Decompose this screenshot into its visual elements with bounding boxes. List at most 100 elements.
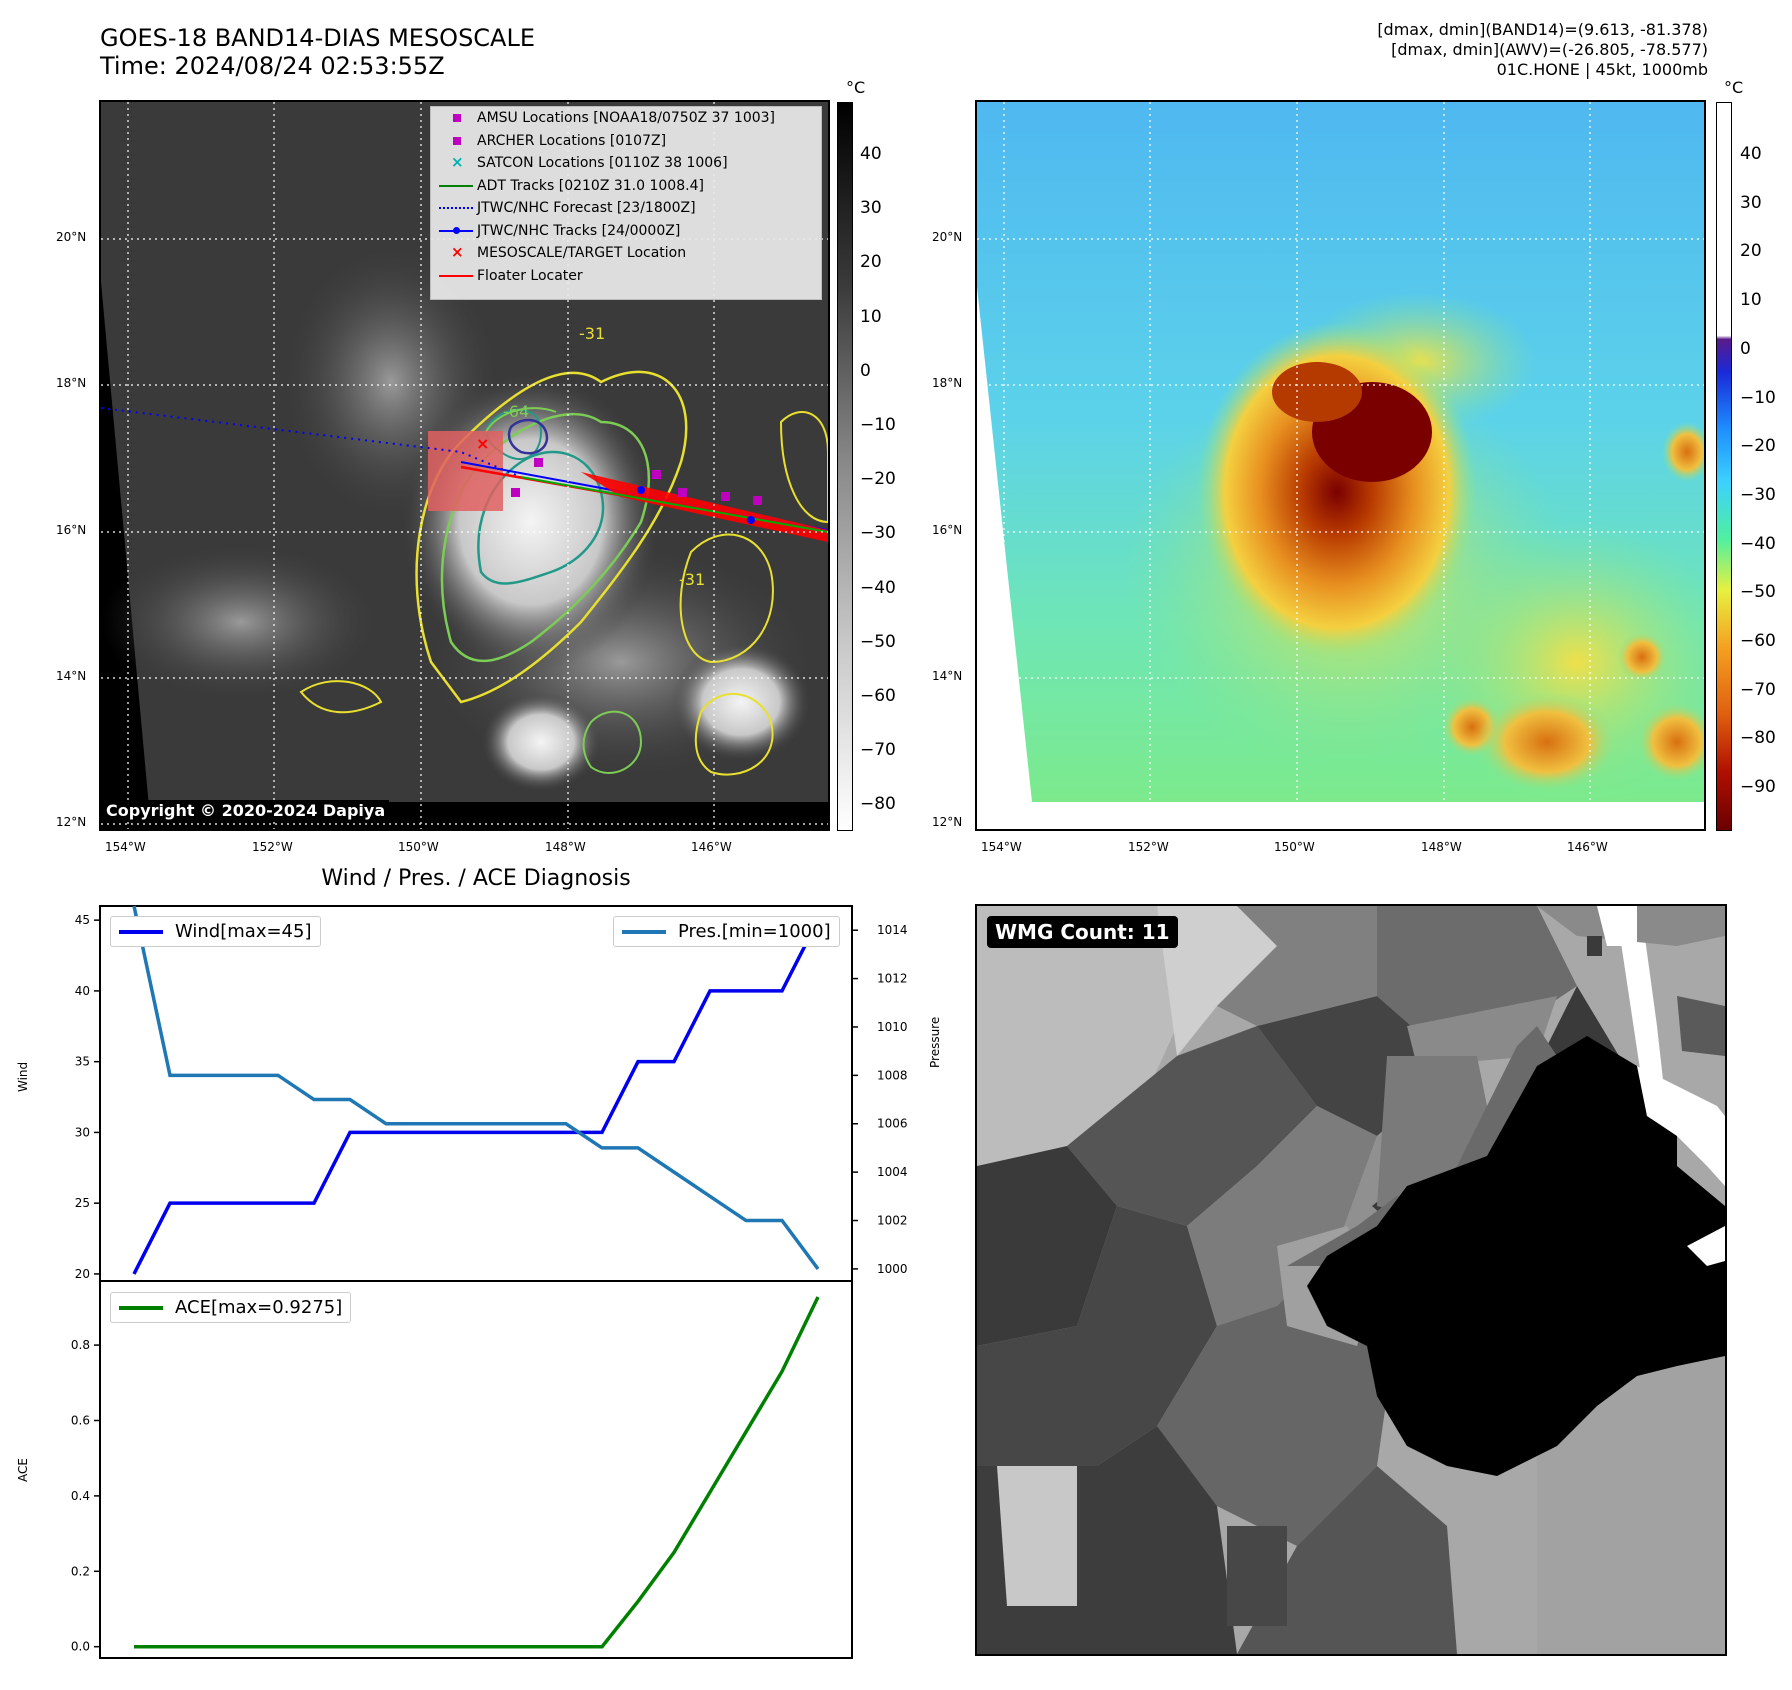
legend-item: JTWC/NHC Forecast [23/1800Z] (431, 197, 821, 220)
legend-symbol (437, 179, 477, 193)
lon-label-152w: 152°W (252, 840, 293, 854)
ace-tick-label: 0.0 (71, 1640, 90, 1654)
wind-tick-label: 40 (75, 984, 90, 998)
colorbar-tick-label: 0 (1740, 338, 1751, 359)
legend-label: AMSU Locations [NOAA18/0750Z 37 1003] (477, 110, 776, 127)
colorbar-left-ticks: 40 30 20 10 0 −10 −20 −30 −40 −50 −60 −70 −80 (858, 102, 908, 831)
ir-map-panel: × -31 -64 -31 AMSU Locations [NOAA18/075… (99, 100, 830, 831)
pressure-tick-label: 1004 (877, 1165, 908, 1179)
colorbar-right (1716, 102, 1732, 831)
legend-symbol (437, 134, 477, 148)
ace-tick-label: 0.6 (71, 1413, 90, 1427)
ace-series-line (134, 1296, 820, 1649)
awv-lon-label-152w: 152°W (1128, 840, 1169, 854)
pressure-tick-label: 1010 (877, 1020, 908, 1034)
legend-label: ADT Tracks [0210Z 31.0 1008.4] (477, 177, 704, 194)
wind-tick-label: 25 (75, 1196, 90, 1210)
wind-series-line (132, 919, 820, 1275)
colorbar-tick-label: 10 (1740, 290, 1762, 311)
colorbar-tick-label: −70 (860, 740, 896, 761)
legend-symbol: × (451, 243, 464, 262)
lat-label-18n: 18°N (56, 376, 87, 390)
legend-item: Floater Locater (431, 265, 821, 288)
colorbar-tick-label: −10 (860, 415, 896, 435)
colorbar-tick-label: 20 (1740, 241, 1762, 262)
info-line-2: [dmax, dmin](AWV)=(-26.805, -78.577) (1391, 40, 1708, 59)
wmg-panel: WMG Count: 11 (975, 904, 1727, 1656)
pressure-tick-label: 1000 (877, 1262, 908, 1276)
awv-map-image (977, 102, 1704, 829)
awv-lon-label-146w: 146°W (1567, 840, 1608, 854)
copyright-label: Copyright © 2020-2024 Dapiya (102, 800, 390, 821)
colorbar-tick-label: −20 (1740, 436, 1776, 457)
contour-label-1: -31 (579, 324, 606, 343)
colorbar-tick-label: −80 (860, 794, 896, 815)
wind-tick-label: 30 (75, 1125, 90, 1139)
awv-lat-label-20n: 20°N (932, 230, 963, 244)
awv-lon-label-148w: 148°W (1421, 840, 1462, 854)
contour-label-2: -64 (503, 402, 530, 421)
colorbar-tick-label: −30 (860, 523, 896, 544)
legend-label: MESOSCALE/TARGET Location (477, 245, 687, 262)
colorbar-tick-label: −50 (860, 631, 896, 652)
awv-lat-label-12n: 12°N (932, 815, 963, 829)
colorbar-tick-label: −90 (1740, 777, 1776, 798)
colorbar-tick-label: 40 (1740, 144, 1762, 164)
svg-text:×: × (476, 434, 489, 453)
ace-plot-frame (99, 1280, 853, 1659)
colorbar-right-unit: °C (1724, 78, 1744, 97)
pressure-tick-label: 1008 (877, 1068, 908, 1082)
wind-axis-label: Wind (16, 1061, 30, 1092)
colorbar-tick-label: 20 (860, 252, 882, 273)
info-block: [dmax, dmin](BAND14)=(9.613, -81.378) [d… (1377, 20, 1708, 80)
wind-legend-label: Wind[max=45] (175, 921, 312, 942)
wind-plot-frame (99, 905, 853, 1282)
pressure-series-line (132, 905, 820, 1270)
awv-lon-label-154w: 154°W (981, 840, 1022, 854)
colorbar-tick-label: −50 (1740, 582, 1776, 603)
colorbar-tick-label: −10 (1740, 387, 1776, 408)
legend-symbol: × (451, 153, 464, 172)
colorbar-left-unit: °C (846, 78, 866, 97)
legend-symbol (437, 269, 477, 283)
pressure-legend-swatch (622, 929, 666, 934)
colorbar-tick-label: −70 (1740, 679, 1776, 700)
wind-tick-label: 45 (75, 913, 90, 927)
lon-label-148w: 148°W (545, 840, 586, 854)
colorbar-tick-label: −80 (1740, 728, 1776, 749)
legend-label: SATCON Locations [0110Z 38 1006] (477, 155, 728, 172)
colorbar-tick-label: −40 (1740, 533, 1776, 554)
lat-label-20n: 20°N (56, 230, 87, 244)
ace-legend-label: ACE[max=0.9275] (175, 1297, 343, 1318)
lat-label-12n: 12°N (56, 815, 87, 829)
legend-label: Floater Locater (477, 267, 583, 284)
colorbar-tick-label: −60 (860, 686, 896, 706)
pressure-tick-label: 1014 (877, 923, 908, 937)
pressure-tick-label: 1006 (877, 1117, 908, 1131)
ir-map-lat-labels: 20°N 18°N 16°N 14°N 12°N (54, 100, 94, 831)
awv-lat-label-16n: 16°N (932, 523, 963, 537)
wmg-image (977, 906, 1725, 1654)
colorbar-right-ticks: 40 30 20 10 0 −10 −20 −30 −40 −50 −60 −70 −80 −90 (1738, 102, 1788, 831)
awv-lat-label-18n: 18°N (932, 376, 963, 390)
ace-tick-label: 0.4 (71, 1489, 90, 1503)
info-line-1: [dmax, dmin](BAND14)=(9.613, -81.378) (1377, 20, 1708, 39)
colorbar-tick-label: 0 (860, 360, 871, 381)
legend-label: JTWC/NHC Forecast [23/1800Z] (477, 200, 696, 217)
colorbar-tick-label: −30 (1740, 484, 1776, 505)
wind-tick-label: 35 (75, 1055, 90, 1069)
ace-tick-label: 0.2 (71, 1564, 90, 1578)
legend-symbol (437, 111, 477, 125)
figure-title: GOES-18 BAND14-DIAS MESOSCALE Time: 2024… (100, 24, 535, 80)
colorbar-tick-label: 40 (860, 144, 882, 164)
colorbar-tick-label: 30 (1740, 192, 1762, 213)
legend-symbol (437, 201, 477, 215)
pressure-legend: Pres.[min=1000] (613, 916, 840, 947)
map-legend: AMSU Locations [NOAA18/0750Z 37 1003] ARC… (430, 106, 822, 300)
wmg-count-badge: WMG Count: 11 (987, 916, 1178, 948)
awv-map-lat-labels: 20°N 18°N 16°N 14°N 12°N (930, 100, 970, 831)
awv-map-lon-labels: 154°W 152°W 150°W 148°W 146°W (975, 840, 1706, 860)
lon-label-150w: 150°W (398, 840, 439, 854)
contour-label-3: -31 (679, 570, 706, 589)
legend-symbol (437, 224, 477, 238)
